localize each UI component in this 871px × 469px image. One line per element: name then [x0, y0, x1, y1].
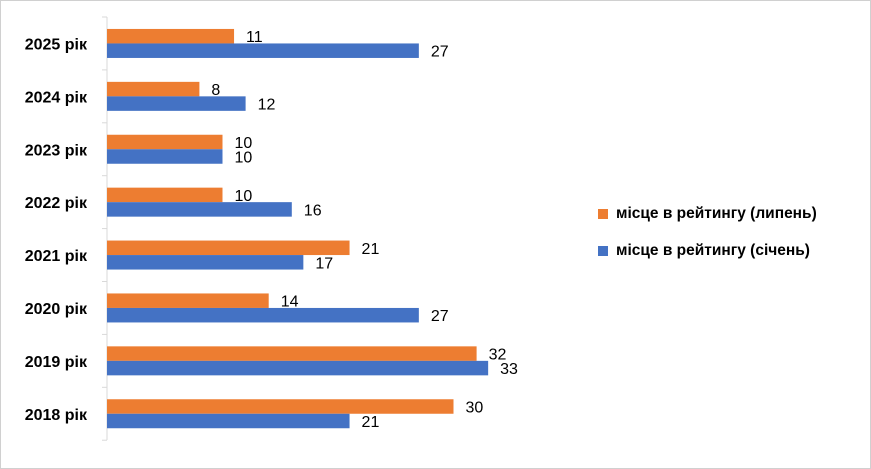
data-label-january: 21 [362, 414, 380, 431]
bar-january [107, 202, 292, 217]
bar-july [107, 81, 200, 97]
bar-july [107, 240, 350, 256]
bar-july [107, 346, 477, 361]
legend-item-july: місце в рейтингу (липень) [598, 203, 817, 225]
data-label-july: 21 [362, 241, 380, 258]
data-label-july: 32 [489, 347, 507, 364]
data-label-january: 33 [500, 361, 518, 378]
data-label-july: 8 [211, 82, 220, 99]
category-label: 2018 рік [25, 407, 88, 424]
data-label-january: 27 [431, 44, 449, 61]
bar-january [107, 307, 419, 323]
legend-swatch-july [598, 209, 608, 219]
data-label-january: 10 [235, 150, 253, 167]
category-label: 2019 рік [25, 354, 88, 371]
bar-january [107, 255, 304, 270]
legend: місце в рейтингу (липень) місце в рейтин… [598, 203, 817, 277]
legend-label-january: місце в рейтингу (січень) [616, 242, 810, 259]
bar-january [107, 96, 246, 111]
data-label-july: 30 [466, 400, 484, 417]
bar-january [107, 43, 419, 58]
bar-january [107, 360, 489, 376]
bar-january [107, 149, 223, 164]
data-label-january: 16 [304, 202, 322, 219]
category-label: 2023 рік [25, 142, 88, 159]
category-label: 2020 рік [25, 301, 88, 318]
data-label-july: 14 [281, 294, 299, 311]
bar-july [107, 293, 269, 308]
data-label-july: 11 [246, 29, 263, 46]
bar-july [107, 187, 223, 203]
data-label-july: 10 [235, 188, 253, 205]
category-label: 2024 рік [25, 89, 88, 106]
data-label-january: 17 [315, 255, 333, 272]
legend-swatch-january [598, 246, 608, 256]
data-label-january: 12 [258, 97, 276, 114]
legend-label-july: місце в рейтингу (липень) [616, 205, 817, 222]
category-label: 2022 рік [25, 195, 88, 212]
data-label-july: 10 [235, 135, 253, 152]
legend-item-january: місце в рейтингу (січень) [598, 240, 817, 262]
category-label: 2025 рік [25, 36, 88, 53]
category-label: 2021 рік [25, 248, 88, 265]
bar-july [107, 134, 223, 150]
bar-january [107, 413, 350, 429]
data-label-january: 27 [431, 308, 449, 325]
bar-july [107, 399, 454, 414]
bar-july [107, 28, 235, 44]
